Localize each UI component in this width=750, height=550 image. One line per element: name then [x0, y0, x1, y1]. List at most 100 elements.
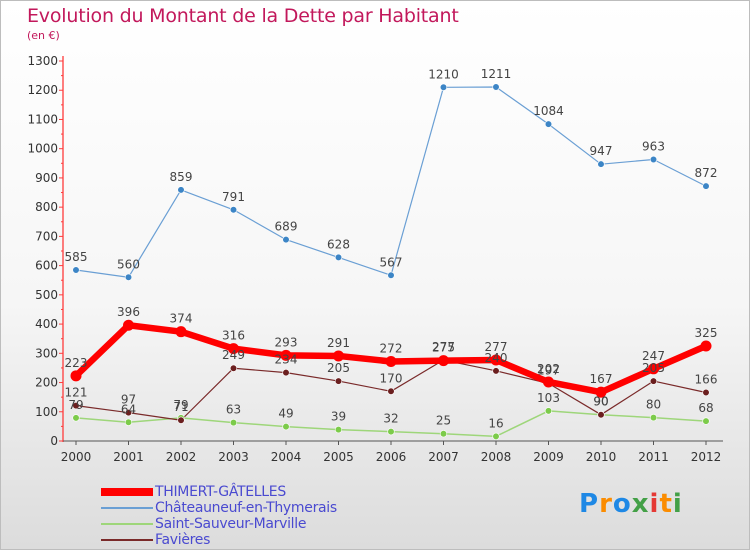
x-tick-label: 2012: [691, 450, 722, 464]
x-tick-label: 2001: [113, 450, 144, 464]
data-point-saint-sauveur-marville: [544, 407, 553, 415]
data-label-thimert-g-telles: 272: [380, 341, 403, 355]
legend-label-favieres: Favières: [155, 532, 211, 548]
data-point-thimert-g-telles: [123, 319, 134, 331]
x-tick-label: 2008: [481, 450, 512, 464]
data-point-saint-sauveur-marville: [439, 430, 448, 438]
y-tick-label: 300: [35, 346, 58, 360]
data-label-saint-sauveur-marville: 63: [226, 403, 241, 417]
data-point-saint-sauveur-marville: [649, 414, 658, 422]
data-point-favi-res: [282, 369, 290, 377]
y-tick-label: 500: [35, 288, 58, 302]
data-label-ch-teauneuf-en-thymerais: 689: [275, 220, 298, 234]
x-tick-label: 2010: [586, 450, 617, 464]
data-label-favi-res: 197: [537, 363, 560, 377]
data-label-ch-teauneuf-en-thymerais: 567: [380, 255, 403, 269]
data-point-ch-teauneuf-en-thymerais: [702, 182, 710, 190]
x-tick-label: 2006: [376, 450, 407, 464]
data-point-saint-sauveur-marville: [72, 414, 80, 422]
data-label-favi-res: 121: [65, 386, 88, 400]
proxiti-logo: Proxiti: [579, 489, 683, 519]
data-point-ch-teauneuf-en-thymerais: [124, 273, 133, 281]
chart-title: Evolution du Montant de la Dette par Hab…: [27, 5, 459, 27]
data-label-ch-teauneuf-en-thymerais: 872: [695, 166, 718, 180]
data-point-ch-teauneuf-en-thymerais: [597, 160, 605, 168]
data-point-thimert-g-telles: [228, 343, 239, 355]
data-label-thimert-g-telles: 167: [590, 372, 613, 386]
data-point-ch-teauneuf-en-thymerais: [282, 236, 290, 244]
data-point-thimert-g-telles: [700, 340, 712, 352]
y-tick-label: 0: [50, 434, 58, 448]
data-point-ch-teauneuf-en-thymerais: [177, 186, 185, 194]
legend-swatch-favieres: [101, 539, 153, 541]
data-point-favi-res: [387, 387, 395, 395]
data-label-ch-teauneuf-en-thymerais: 1084: [533, 104, 564, 118]
data-label-favi-res: 90: [593, 395, 608, 409]
data-point-thimert-g-telles: [490, 354, 502, 366]
data-label-thimert-g-telles: 396: [117, 305, 140, 319]
data-point-thimert-g-telles: [280, 349, 292, 361]
logo-letter: o: [612, 489, 632, 519]
data-point-saint-sauveur-marville: [282, 423, 290, 431]
data-label-favi-res: 166: [695, 372, 718, 386]
y-tick-label: 200: [35, 376, 58, 390]
data-point-thimert-g-telles: [333, 350, 344, 362]
x-tick-label: 2009: [533, 450, 564, 464]
data-label-ch-teauneuf-en-thymerais: 791: [222, 190, 245, 204]
y-tick-label: 1100: [27, 112, 58, 126]
logo-letter: i: [672, 489, 683, 519]
x-tick-label: 2004: [271, 450, 302, 464]
data-label-favi-res: 249: [222, 348, 245, 362]
data-point-saint-sauveur-marville: [702, 417, 710, 425]
data-label-thimert-g-telles: 374: [170, 312, 193, 326]
data-label-thimert-g-telles: 275: [432, 341, 455, 355]
data-point-thimert-g-telles: [175, 326, 187, 338]
chart-unit: (en €): [27, 29, 60, 42]
data-point-ch-teauneuf-en-thymerais: [229, 206, 238, 214]
data-label-favi-res: 170: [380, 371, 403, 385]
logo-letter: t: [659, 489, 673, 519]
data-label-thimert-g-telles: 247: [642, 349, 665, 363]
data-label-thimert-g-telles: 316: [222, 329, 245, 343]
x-tick-label: 2011: [638, 450, 669, 464]
data-point-thimert-g-telles: [438, 355, 449, 367]
data-label-thimert-g-telles: 325: [695, 326, 718, 340]
data-point-favi-res: [492, 367, 500, 375]
data-label-saint-sauveur-marville: 25: [436, 414, 451, 428]
data-point-thimert-g-telles: [648, 363, 659, 375]
data-label-saint-sauveur-marville: 49: [278, 407, 293, 421]
legend-swatch-thimert: [101, 488, 153, 496]
data-label-saint-sauveur-marville: 39: [331, 410, 346, 424]
x-tick-label: 2002: [166, 450, 197, 464]
data-point-favi-res: [177, 416, 185, 424]
data-label-favi-res: 205: [642, 361, 665, 375]
data-point-favi-res: [702, 388, 710, 397]
data-point-thimert-g-telles: [543, 376, 554, 388]
data-label-ch-teauneuf-en-thymerais: 1211: [481, 67, 512, 81]
x-tick-label: 2003: [218, 450, 249, 464]
data-label-ch-teauneuf-en-thymerais: 560: [117, 257, 140, 271]
data-point-saint-sauveur-marville: [124, 418, 133, 426]
y-tick-label: 800: [35, 200, 58, 214]
data-label-ch-teauneuf-en-thymerais: 947: [590, 144, 613, 158]
legend-swatch-saint-sauveur: [101, 523, 153, 525]
logo-letter: x: [631, 489, 650, 519]
data-label-ch-teauneuf-en-thymerais: 1210: [428, 67, 459, 81]
y-tick-label: 600: [35, 259, 58, 273]
data-point-ch-teauneuf-en-thymerais: [387, 271, 395, 279]
data-point-saint-sauveur-marville: [387, 428, 395, 436]
logo-letter: P: [579, 489, 600, 519]
data-point-saint-sauveur-marville: [334, 426, 343, 434]
data-label-favi-res: 234: [275, 353, 298, 367]
data-label-favi-res: 71: [173, 400, 188, 414]
legend-label-chateauneuf: Châteauneuf-en-Thymerais: [155, 500, 337, 516]
logo-letter: r: [599, 489, 613, 519]
y-tick-label: 400: [35, 317, 58, 331]
y-tick-label: 1300: [27, 54, 58, 68]
data-label-favi-res: 240: [485, 351, 508, 365]
legend-swatch-chateauneuf: [101, 507, 153, 509]
data-label-saint-sauveur-marville: 68: [698, 401, 713, 415]
data-point-favi-res: [229, 364, 238, 372]
data-label-thimert-g-telles: 277: [485, 340, 508, 354]
